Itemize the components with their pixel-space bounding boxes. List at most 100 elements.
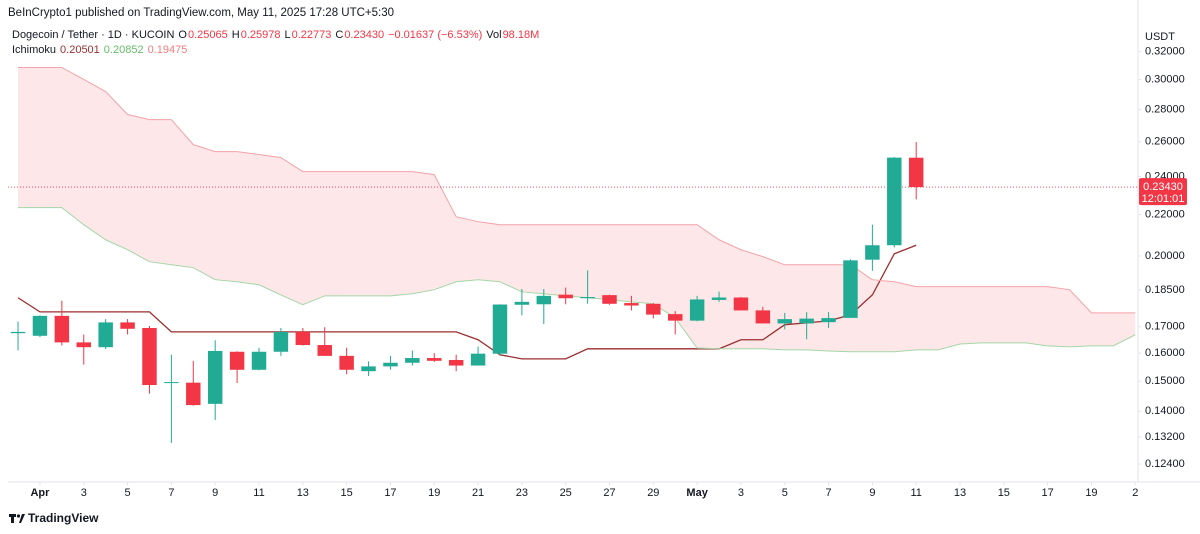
x-tick-label: 23	[516, 487, 528, 499]
volume-value: 98.18M	[502, 29, 540, 41]
indicator-line	[18, 66, 1136, 314]
legend-value: 0.25978	[240, 29, 281, 41]
x-tick-label: 11	[910, 487, 921, 499]
x-tick-label: 13	[954, 487, 966, 499]
x-tick-label: 21	[472, 487, 484, 499]
candle-body	[711, 297, 727, 300]
x-tick-label: 15	[341, 487, 353, 499]
candle-body	[339, 355, 354, 370]
legend-value: 0.23430	[344, 29, 385, 41]
y-tick-label: 0.20000	[1145, 250, 1185, 262]
y-tick-label: 0.14000	[1145, 405, 1185, 417]
y-tick-label: 0.12400	[1145, 458, 1185, 470]
x-tick-label: 11	[253, 487, 264, 499]
countdown-label: 12:01:01	[1142, 193, 1185, 205]
candle-body	[514, 301, 530, 305]
indicator-value: 0.20501	[60, 44, 100, 56]
candle-body	[689, 299, 705, 321]
candle-body	[142, 328, 157, 386]
candle-body	[186, 382, 201, 406]
candle-body	[76, 342, 91, 348]
legend-key: C	[335, 29, 344, 41]
plot-area	[8, 66, 1138, 443]
x-tick-label: 5	[125, 487, 131, 499]
x-tick-label: 13	[297, 487, 309, 499]
candle-body	[646, 303, 661, 315]
candle-body	[317, 345, 332, 356]
y-tick-label: 0.15000	[1145, 375, 1185, 387]
unit-label: USDT	[1145, 31, 1175, 43]
indicator-value: 0.19475	[147, 44, 188, 56]
candle-body	[865, 245, 880, 260]
y-tick-label: 0.16000	[1145, 347, 1185, 359]
candle-body	[580, 297, 595, 299]
symbol-title: Dogecoin / Tether · 1D · KUCOIN	[12, 29, 175, 41]
x-tick-label: 25	[560, 487, 572, 499]
legend-key: H	[231, 29, 240, 41]
x-tick-label: 17	[1042, 487, 1054, 499]
x-tick-label: 2	[1132, 487, 1138, 499]
candle-body	[470, 353, 486, 366]
logo	[9, 514, 25, 523]
indicator-line	[18, 207, 1136, 353]
y-tick-label: 0.22000	[1145, 208, 1185, 220]
candle-body	[755, 310, 771, 324]
x-tick-label: 9	[212, 487, 218, 499]
candle-body	[383, 362, 398, 367]
candle-body	[624, 303, 639, 306]
legend-key: O	[178, 29, 187, 41]
x-tick-label: 19	[428, 487, 440, 499]
y-tick-label: 0.18500	[1145, 284, 1185, 296]
legend-value: 0.22773	[291, 29, 332, 41]
x-tick-label: 19	[1085, 487, 1097, 499]
candle-body	[843, 260, 858, 318]
x-tick-label: 3	[738, 487, 744, 499]
candle-body	[54, 315, 70, 343]
candle-body	[733, 297, 749, 311]
legend-value: 0.25065	[187, 29, 228, 41]
x-tick-label: 27	[603, 487, 615, 499]
candle-body	[229, 351, 245, 370]
x-tick-label: 15	[998, 487, 1010, 499]
candle-body	[120, 322, 135, 329]
x-tick-label: 29	[647, 487, 659, 499]
cloud-fill	[18, 67, 1136, 352]
candle-body	[887, 157, 902, 246]
volume-key: Vol	[486, 29, 502, 41]
y-tick-label: 0.30000	[1145, 73, 1185, 85]
y-tick-label: 0.26000	[1145, 136, 1185, 148]
last-price-box	[1139, 178, 1187, 206]
candle-body	[10, 331, 26, 334]
x-tick-label: 17	[384, 487, 396, 499]
last-price-label: 0.23430	[1143, 181, 1183, 193]
candle-body	[668, 314, 683, 321]
branding: TradingView	[28, 511, 99, 525]
candle-body	[492, 304, 508, 354]
indicator-name: Ichimoku	[12, 44, 57, 56]
x-tick-label: 7	[168, 487, 174, 499]
candle-body	[405, 358, 420, 363]
candle-body	[777, 319, 792, 324]
x-tick-label: Apr	[30, 487, 50, 499]
y-tick-label: 0.13200	[1145, 431, 1185, 443]
legend-row: Dogecoin / Tether · 1D · KUCOIN O 0.25065…	[12, 29, 543, 41]
x-tick-label: 5	[782, 487, 788, 499]
x-tick-label: 7	[826, 487, 832, 499]
candle-body	[908, 157, 924, 188]
candle-body	[295, 331, 311, 346]
indicator-line	[17, 244, 917, 360]
candle-body	[361, 366, 376, 372]
indicator-value: 0.20852	[103, 44, 144, 56]
legend-key: L	[284, 29, 291, 41]
candle-body	[602, 295, 617, 304]
candle-body	[273, 331, 289, 352]
candle-body	[32, 315, 48, 336]
y-tick-label: 0.17000	[1145, 321, 1185, 333]
candle-body	[207, 350, 223, 404]
candle-body	[821, 318, 836, 323]
candle-body	[448, 359, 464, 366]
candle-body	[251, 351, 267, 370]
candle-body	[427, 358, 442, 361]
